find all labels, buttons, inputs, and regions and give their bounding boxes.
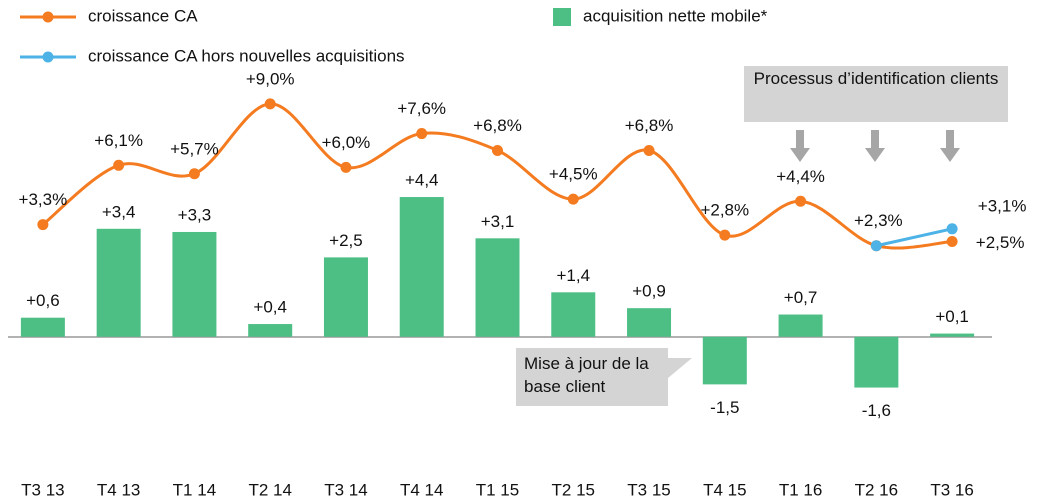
line-marker — [870, 240, 882, 252]
bar-value-label: +3,1 — [481, 212, 515, 231]
bar — [551, 292, 596, 337]
annotation: Processus d’identification clients — [753, 69, 999, 88]
line-value-label: +6,0% — [322, 133, 371, 152]
line-marker — [643, 144, 655, 156]
legend-marker — [42, 11, 54, 23]
bar-value-label: +3,3 — [178, 205, 212, 224]
line-marker — [37, 219, 49, 231]
line-value-label: +6,8% — [625, 116, 674, 135]
line-value-label: +9,0% — [246, 69, 295, 88]
line-value-label: +2,8% — [700, 201, 749, 220]
bar — [20, 317, 65, 337]
annotation-box — [744, 66, 1008, 122]
x-tick-label: T3 16 — [930, 480, 973, 498]
bar — [930, 333, 975, 337]
line-value-label: +6,1% — [94, 131, 143, 150]
annotation: Mise à jour de la base client — [524, 354, 649, 396]
x-tick-label: T2 16 — [855, 480, 898, 498]
bar-value-label: +1,4 — [556, 266, 590, 285]
bar-value-label: -1,5 — [710, 398, 739, 417]
bar-value-label: +0,7 — [784, 288, 818, 307]
x-tick-label: T4 14 — [400, 480, 443, 498]
bar — [323, 257, 368, 337]
line-marker — [340, 161, 352, 173]
line-marker — [719, 229, 731, 241]
annotation-pointer — [668, 358, 692, 378]
bar — [475, 238, 520, 337]
annotation-box — [516, 348, 668, 406]
legend-label: croissance CA hors nouvelles acquisition… — [88, 46, 405, 65]
legend-marker — [42, 51, 54, 63]
bar — [854, 336, 899, 388]
line-marker — [946, 223, 958, 235]
bar-value-label: +0,9 — [632, 282, 666, 301]
legend-label: croissance CA — [88, 6, 198, 25]
line-value-label: +5,7% — [170, 139, 219, 158]
bar — [96, 228, 141, 337]
bar-value-label: +0,6 — [26, 291, 60, 310]
line-value-label: +2,5% — [976, 233, 1025, 252]
line-marker — [946, 236, 958, 247]
bar-value-label: +4,4 — [405, 171, 439, 190]
x-tick-label: T4 15 — [703, 480, 746, 498]
line-value-label: +4,4% — [776, 167, 825, 186]
bar-value-label: +0,1 — [935, 307, 969, 326]
line-value-label: +3,1% — [978, 196, 1027, 215]
line-value-label: +4,5% — [549, 165, 598, 184]
x-tick-label: T3 13 — [21, 480, 64, 498]
line-marker — [492, 144, 503, 156]
bar — [778, 314, 823, 337]
line-value-label: +3,3% — [19, 190, 68, 209]
line-value-label: +2,3% — [854, 211, 903, 230]
line-marker — [264, 98, 276, 110]
bar-value-label: +3,4 — [102, 202, 136, 221]
line-marker — [188, 168, 200, 180]
line-value-label: +7,6% — [397, 99, 446, 118]
x-tick-label: T4 13 — [97, 480, 140, 498]
x-tick-label: T2 14 — [248, 480, 291, 498]
bar — [702, 336, 747, 385]
x-tick-label: T3 15 — [627, 480, 670, 498]
line-marker — [113, 159, 125, 171]
bar — [248, 324, 293, 337]
line-marker — [567, 193, 579, 205]
x-tick-label: T1 15 — [476, 480, 519, 498]
bar-value-label: +2,5 — [329, 231, 363, 250]
bar — [172, 231, 217, 337]
x-tick-label: T2 15 — [552, 480, 595, 498]
bar-value-label: +0,4 — [253, 298, 287, 317]
bar — [627, 308, 672, 337]
legend-swatch — [553, 8, 571, 26]
line-marker — [416, 128, 428, 140]
bar-value-label: -1,6 — [862, 401, 891, 420]
x-tick-label: T1 14 — [173, 480, 216, 498]
x-tick-label: T1 16 — [779, 480, 822, 498]
annotation-arrows — [790, 130, 960, 162]
x-tick-label: T3 14 — [324, 480, 367, 498]
bar — [399, 197, 444, 337]
line-marker — [795, 195, 807, 207]
legend-label: acquisition nette mobile* — [583, 6, 768, 25]
line-value-label: +6,8% — [473, 116, 522, 135]
